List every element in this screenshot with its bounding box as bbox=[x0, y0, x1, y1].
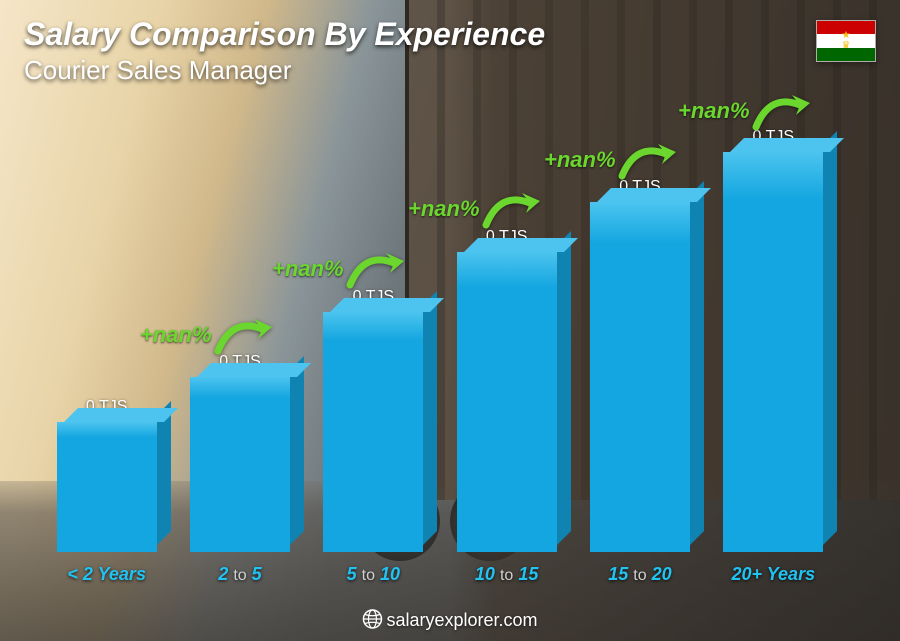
bar bbox=[590, 202, 690, 552]
bar-category-label: 5 to 10 bbox=[347, 564, 400, 585]
bar bbox=[57, 422, 157, 552]
chart-subtitle: Courier Sales Manager bbox=[24, 55, 545, 86]
bar-category-label: 10 to 15 bbox=[475, 564, 538, 585]
increase-percent: +nan% bbox=[140, 322, 212, 348]
increase-percent: +nan% bbox=[408, 196, 480, 222]
jump-arrow-icon bbox=[214, 315, 274, 355]
increase-arrow-label: +nan% bbox=[140, 315, 274, 355]
bar bbox=[323, 312, 423, 552]
bar-slot: 0 TJS10 to 15 bbox=[446, 228, 567, 585]
bar-slot: 0 TJS5 to 10 bbox=[313, 288, 434, 585]
increase-percent: +nan% bbox=[678, 98, 750, 124]
increase-arrow-label: +nan% bbox=[544, 140, 678, 180]
bar-slot: 0 TJS< 2 Years bbox=[46, 398, 167, 585]
increase-arrow-label: +nan% bbox=[272, 249, 406, 289]
jump-arrow-icon bbox=[482, 189, 542, 229]
bar-slot: 0 TJS20+ Years bbox=[713, 128, 834, 585]
increase-arrow-label: +nan% bbox=[408, 189, 542, 229]
increase-arrow-label: +nan% bbox=[678, 91, 812, 131]
title-block: Salary Comparison By Experience Courier … bbox=[24, 16, 545, 86]
bar bbox=[723, 152, 823, 552]
increase-percent: +nan% bbox=[544, 147, 616, 173]
bar-chart: 0 TJS< 2 Years0 TJS2 to 50 TJS5 to 100 T… bbox=[40, 115, 840, 585]
jump-arrow-icon bbox=[346, 249, 406, 289]
bar-slot: 0 TJS15 to 20 bbox=[579, 178, 700, 585]
bar-slot: 0 TJS2 to 5 bbox=[179, 353, 300, 585]
flag-emblem-icon: ★♛ bbox=[842, 31, 851, 51]
jump-arrow-icon bbox=[618, 140, 678, 180]
globe-icon bbox=[362, 609, 382, 629]
bar-category-label: 15 to 20 bbox=[608, 564, 671, 585]
bar-category-label: 2 to 5 bbox=[218, 564, 261, 585]
chart-title: Salary Comparison By Experience bbox=[24, 16, 545, 53]
flag-tajikistan: ★♛ bbox=[816, 20, 876, 62]
bar bbox=[190, 377, 290, 552]
jump-arrow-icon bbox=[752, 91, 812, 131]
bar bbox=[457, 252, 557, 552]
bar-category-label: 20+ Years bbox=[732, 564, 816, 585]
source-text: salaryexplorer.com bbox=[386, 610, 537, 630]
source-attribution: salaryexplorer.com bbox=[362, 609, 537, 631]
increase-percent: +nan% bbox=[272, 256, 344, 282]
bar-category-label: < 2 Years bbox=[67, 564, 146, 585]
